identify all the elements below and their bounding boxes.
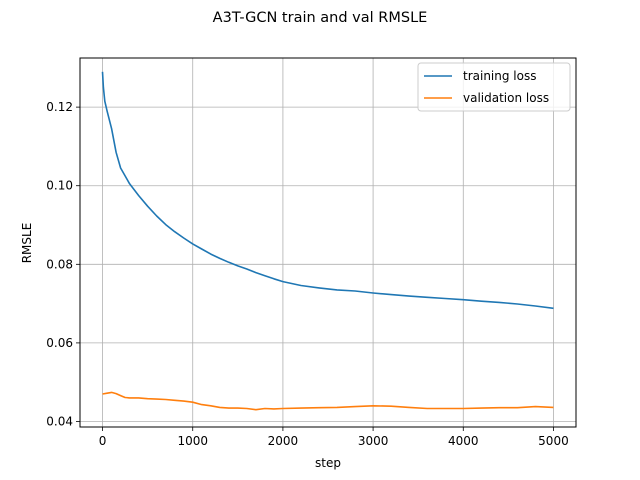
grid-lines (80, 58, 576, 427)
y-tick-label: 0.10 (46, 179, 73, 193)
y-tick-label: 0.06 (46, 336, 73, 350)
legend-label-training-loss: training loss (463, 69, 536, 83)
legend-box (417, 62, 571, 112)
x-tick-label: 5000 (538, 434, 569, 448)
x-tick-label: 1000 (177, 434, 208, 448)
legend: training loss validation loss (417, 62, 571, 112)
series-layer (101, 71, 554, 411)
y-tick-label: 0.08 (46, 257, 73, 271)
x-tick-label: 4000 (448, 434, 479, 448)
y-tick-label: 0.04 (46, 414, 73, 428)
training-loss-line (101, 71, 554, 310)
plot-frame (79, 57, 577, 428)
validation-loss-line (102, 391, 554, 411)
x-tick-label: 3000 (358, 434, 389, 448)
x-tick-label: 0 (99, 434, 107, 448)
y-axis-label: RMSLE (20, 223, 34, 264)
y-tick-label: 0.12 (46, 100, 73, 114)
x-tick-label: 2000 (268, 434, 299, 448)
y-axis-ticks: 0.04 0.06 0.08 0.10 0.12 (46, 100, 80, 428)
x-axis-ticks: 0 1000 2000 3000 4000 5000 (99, 427, 569, 448)
x-axis-label: step (315, 456, 341, 470)
legend-label-validation-loss: validation loss (463, 91, 549, 105)
chart-title: A3T-GCN train and val RMSLE (213, 10, 428, 26)
